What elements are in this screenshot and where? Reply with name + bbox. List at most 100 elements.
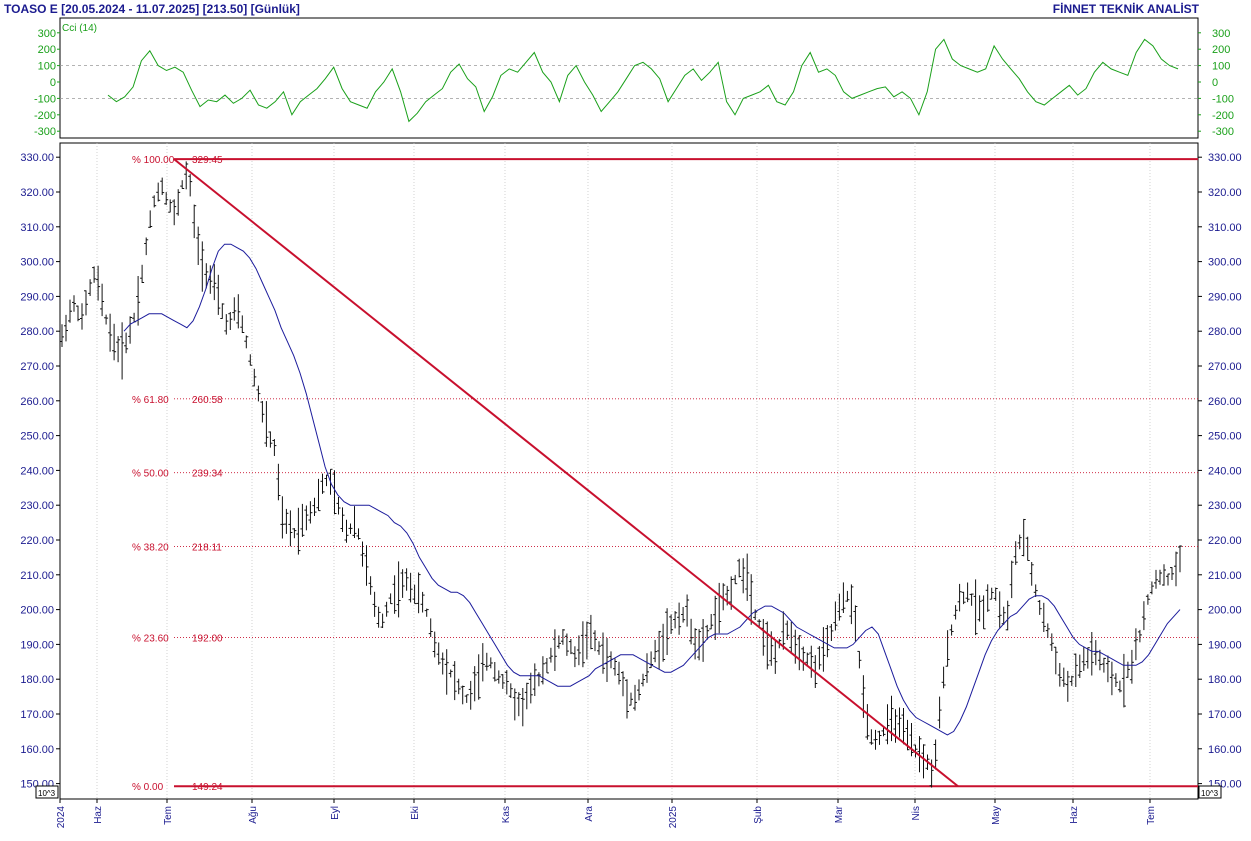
unit-box-right [1198,785,1222,799]
unit-label-left: 10^3 [38,789,56,798]
price-tick-label: 230.00 [20,500,54,512]
cci-tick-label: 300 [1212,28,1230,40]
cci-tick-label: 200 [1212,44,1230,56]
x-tick-label: May [991,806,1002,825]
cci-ticks-left: 300 200 100 0 -100 -200 -300 [34,28,60,138]
cci-tick-label: 0 [1212,77,1218,89]
fibonacci-percent-label: % 50.00 [132,469,169,480]
x-tick-label: 2024 [56,806,67,829]
price-tick-label: 190.00 [20,639,54,651]
fibonacci-value-label: 192.00 [192,633,223,644]
x-tick-label: Haz [1069,806,1080,824]
price-tick-label: 260.00 [1208,396,1242,408]
price-ticks-left: 330.00 320.00 310.00 300.00 290.00 280.00 270.… [20,152,60,791]
chart-title: TOASO E [20.05.2024 - 11.07.2025] [213.5… [4,2,300,16]
price-tick-label: 200.00 [20,605,54,617]
price-tick-label: 310.00 [20,222,54,234]
cci-tick-label: 0 [50,77,56,89]
price-tick-label: 220.00 [1208,535,1242,547]
cci-tick-label: 100 [1212,61,1230,73]
x-tick-label: Şub [753,806,764,824]
price-tick-label: 190.00 [1208,639,1242,651]
fibonacci-value-label: 218.11 [192,543,222,554]
cci-panel-frame [59,17,1199,139]
fibonacci-trendline [173,158,959,788]
cci-ticks-right: 300 200 100 0 -100 -200 -300 [1198,28,1234,138]
price-tick-label: 290.00 [20,291,54,303]
cci-line [107,38,1179,123]
price-tick-label: 270.00 [20,361,54,373]
price-tick-label: 170.00 [1208,709,1242,721]
price-ticks-right: 330.00 320.00 310.00 300.00 290.00 280.00 270.… [1198,152,1242,791]
x-tick-label: Tem [1146,806,1157,825]
price-tick-label: 250.00 [20,431,54,443]
cci-tick-label: 300 [38,28,56,40]
fibonacci-percent-label: % 0.00 [132,782,164,793]
x-tick-label: Kas [501,806,512,823]
price-tick-label: 260.00 [20,396,54,408]
price-tick-label: 270.00 [1208,361,1242,373]
price-tick-label: 300.00 [1208,257,1242,269]
x-axis-labels: 2024 Haz Tem Ağu Eyl Eki Kas Ara 2025 Şub Mar Nis Ma… [56,799,1157,828]
price-tick-label: 180.00 [1208,674,1242,686]
fibonacci-percent-label: % 23.60 [132,633,169,644]
fibonacci-value-label: 239.34 [192,469,223,480]
x-tick-label: Mar [834,805,845,823]
price-tick-label: 320.00 [1208,187,1242,199]
price-tick-label: 330.00 [1208,152,1242,164]
x-tick-label: Eyl [330,806,341,820]
fibonacci-value-label: 149.24 [192,782,223,793]
price-tick-label: 280.00 [1208,326,1242,338]
fibonacci-percent-label: % 61.80 [132,395,169,406]
price-tick-label: 290.00 [1208,291,1242,303]
price-tick-label: 180.00 [20,674,54,686]
cci-tick-label: -200 [34,110,56,122]
price-tick-label: 330.00 [20,152,54,164]
price-tick-label: 280.00 [20,326,54,338]
cci-tick-label: -300 [34,126,56,138]
cci-label: Cci (14) [62,23,97,34]
brand-title: FİNNET TEKNİK ANALİST [1052,2,1199,16]
x-tick-label: 2025 [668,806,679,829]
cci-tick-label: -100 [1212,93,1234,105]
cci-tick-label: -300 [1212,126,1234,138]
fibonacci-value-label: 329.45 [192,155,223,166]
x-tick-label: Tem [163,806,174,825]
price-tick-label: 160.00 [1208,744,1242,756]
price-tick-label: 210.00 [1208,570,1242,582]
price-tick-label: 240.00 [20,465,54,477]
fibonacci-value-label: 260.58 [192,395,223,406]
fibonacci-levels [174,158,1198,788]
price-tick-label: 200.00 [1208,605,1242,617]
fibonacci-labels: % 100.00 329.45 % 61.80 260.58 % 50.00 239.34… [132,155,223,793]
price-tick-label: 300.00 [20,257,54,269]
cci-tick-label: 100 [38,61,56,73]
moving-average-line [123,243,1181,736]
price-tick-label: 310.00 [1208,222,1242,234]
fibonacci-percent-label: % 100.00 [132,155,175,166]
price-tick-label: 220.00 [20,535,54,547]
unit-box-left [35,785,59,799]
cci-tick-label: -100 [34,93,56,105]
price-tick-label: 240.00 [1208,465,1242,477]
unit-label-right: 10^3 [1201,789,1219,798]
x-tick-label: Eki [410,806,421,820]
month-grid [96,143,1151,799]
price-tick-label: 160.00 [20,744,54,756]
price-panel-frame [59,142,1199,800]
x-tick-label: Ara [584,806,595,822]
x-tick-label: Nis [911,806,922,820]
price-bars [60,161,1182,788]
x-tick-label: Ağu [248,806,259,824]
fibonacci-percent-label: % 38.20 [132,543,169,554]
price-tick-label: 210.00 [20,570,54,582]
price-tick-label: 250.00 [1208,431,1242,443]
price-tick-label: 170.00 [20,709,54,721]
x-tick-label: Haz [93,806,104,824]
price-tick-label: 230.00 [1208,500,1242,512]
price-tick-label: 320.00 [20,187,54,199]
cci-tick-label: 200 [38,44,56,56]
cci-tick-label: -200 [1212,110,1234,122]
